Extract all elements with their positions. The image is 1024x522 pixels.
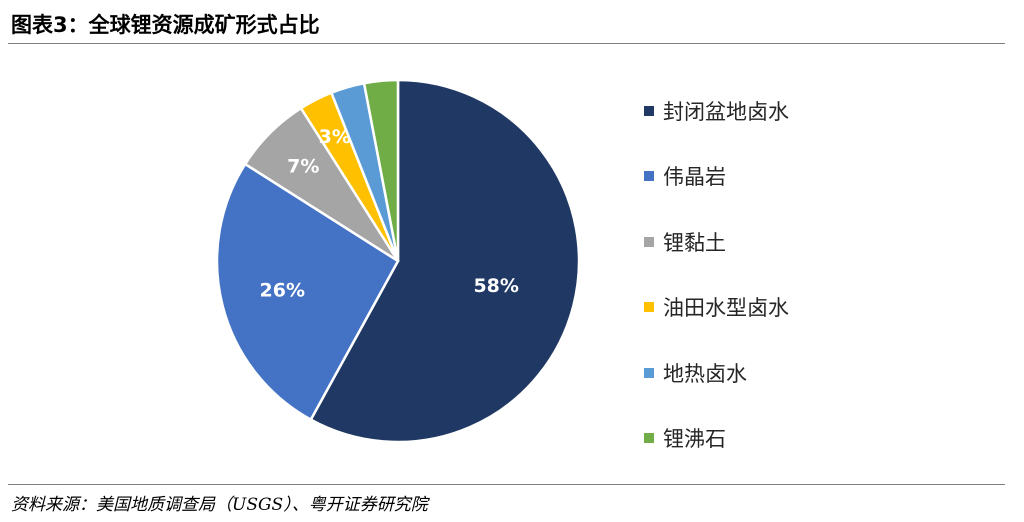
- legend-label: 伟晶岩: [663, 165, 726, 190]
- legend-label: 油田水型卤水: [663, 296, 789, 321]
- data-label: 7%: [287, 155, 319, 177]
- legend-item: 锂黏土: [644, 209, 789, 275]
- legend-swatch: [644, 236, 654, 247]
- legend-label: 锂黏土: [663, 230, 726, 255]
- legend-swatch: [644, 302, 654, 313]
- pie-slice: [309, 78, 581, 444]
- pie-slices: [215, 78, 581, 444]
- legend-item: 伟晶岩: [644, 144, 789, 210]
- data-label: 26%: [260, 280, 305, 302]
- legend-swatch: [644, 171, 654, 182]
- legend-item: 封闭盆地卤水: [644, 78, 789, 144]
- chart-legend: 封闭盆地卤水 伟晶岩锂黏土油田水型卤水 地热卤水锂沸石: [644, 78, 789, 471]
- legend-swatch: [644, 105, 654, 116]
- legend-swatch: [644, 433, 654, 444]
- pie-slice: [362, 78, 400, 263]
- legend-label: 锂沸石: [663, 427, 726, 452]
- source-note: 资料来源：美国地质调查局（USGS）、粤开证券研究院: [11, 495, 428, 515]
- pie-labels: 58% 26% 7%3%: [260, 126, 519, 302]
- legend-label: 地热卤水: [663, 361, 747, 386]
- pie-slice: [215, 162, 400, 421]
- figure-title: 图表3：全球锂资源成矿形式占比: [11, 13, 320, 37]
- legend-swatch: [644, 367, 654, 378]
- legend-label: 封闭盆地卤水: [663, 99, 789, 124]
- legend-item: 油田水型卤水: [644, 275, 789, 341]
- data-label: 3%: [319, 126, 351, 148]
- title-divider: [8, 43, 1005, 44]
- legend-item: 锂沸石: [644, 406, 789, 472]
- legend-item: 地热卤水: [644, 340, 789, 406]
- data-label: 58%: [473, 275, 518, 297]
- source-divider: [8, 484, 1005, 485]
